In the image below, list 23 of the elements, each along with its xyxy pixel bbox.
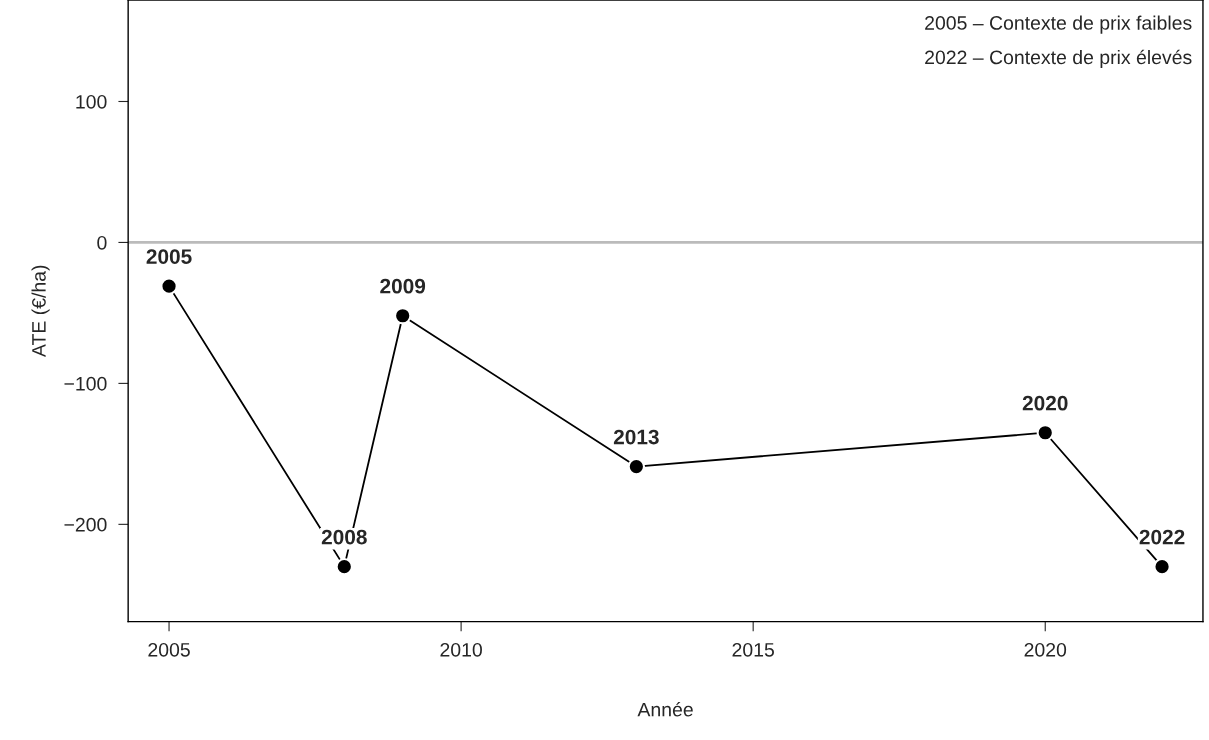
- annotation: 2022 – Contexte de prix élevés: [925, 49, 1192, 69]
- annotation: 2020: [1022, 395, 1068, 411]
- annotation: 2009: [380, 278, 426, 294]
- y-tick-label: −200: [64, 517, 107, 532]
- point: [1036, 424, 1054, 442]
- y-tick-label: 100: [76, 94, 107, 109]
- y-tick-label: 0: [97, 235, 107, 250]
- point: [335, 557, 353, 576]
- point: [160, 277, 178, 295]
- annotation: 2013: [613, 429, 659, 445]
- y-tick-label: −100: [64, 376, 107, 391]
- x-tick-label: 2015: [732, 642, 774, 657]
- point: [394, 307, 412, 325]
- y-axis-title: ATE (€/ha): [31, 265, 50, 358]
- x-tick-label: 2010: [440, 642, 482, 657]
- point: [1153, 557, 1171, 576]
- annotation: 2005 – Contexte de prix faibles: [925, 15, 1192, 34]
- annotation: 2008: [321, 529, 367, 545]
- x-tick-label: 2020: [1024, 642, 1067, 657]
- annotation: 2022: [1139, 529, 1185, 545]
- x-axis-title: Année: [637, 702, 693, 717]
- annotation: 2005: [146, 249, 192, 264]
- x-tick-label: 2005: [148, 642, 190, 657]
